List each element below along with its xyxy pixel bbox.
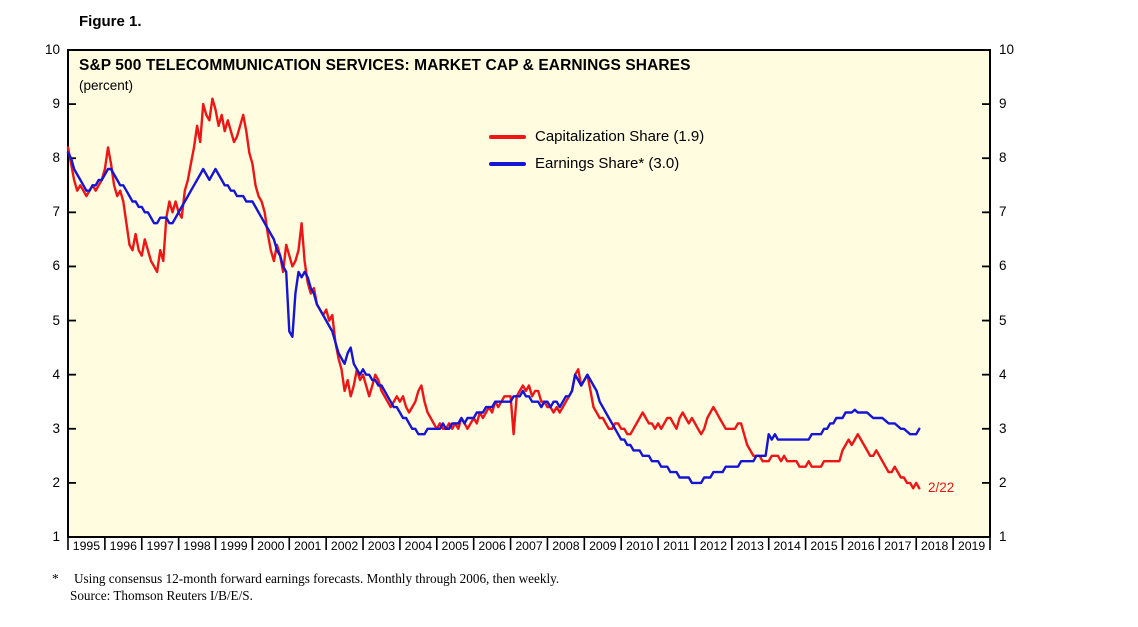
- y-axis-label-right: 4: [999, 366, 1007, 382]
- legend: Capitalization Share (1.9) Earnings Shar…: [489, 127, 704, 181]
- x-axis-label: 2006: [478, 539, 506, 553]
- x-axis-label: 1999: [220, 539, 248, 553]
- x-axis-label: 2004: [404, 539, 433, 553]
- chart-subtitle: (percent): [79, 78, 134, 93]
- x-axis-label: 1996: [109, 539, 137, 553]
- y-axis-label-left: 2: [52, 474, 60, 490]
- series-end-annotation: 2/22: [928, 480, 955, 496]
- y-axis-label-left: 3: [52, 420, 60, 436]
- y-axis-label-left: 6: [52, 258, 60, 274]
- x-axis-label: 2001: [294, 539, 322, 553]
- x-axis-label: 2003: [367, 539, 396, 553]
- x-axis-label: 2002: [330, 539, 359, 553]
- x-axis-label: 2009: [589, 539, 617, 553]
- x-axis-label: 1998: [183, 539, 211, 553]
- x-axis-label: 1997: [146, 539, 174, 553]
- y-axis-label-left: 8: [52, 150, 60, 166]
- footnote-source: Source: Thomson Reuters I/B/E/S.: [70, 587, 253, 603]
- blue-line-swatch-icon: [489, 161, 526, 166]
- x-axis-label: 2014: [773, 539, 801, 553]
- y-axis-label-right: 3: [999, 420, 1007, 436]
- x-axis-label: 1995: [72, 539, 101, 553]
- x-axis-label: 2019: [957, 539, 986, 553]
- footnote-asterisk: *: [52, 571, 59, 586]
- y-axis-label-left: 9: [52, 96, 60, 112]
- x-axis-label: 2011: [663, 539, 690, 553]
- x-axis-label: 2015: [810, 539, 838, 553]
- x-axis-label: 2008: [552, 539, 580, 553]
- footnote-line-1: * Using consensus 12-month forward earnin…: [48, 571, 559, 588]
- footnote: * Using consensus 12-month forward earnin…: [48, 571, 559, 604]
- y-axis-label-right: 1: [999, 529, 1007, 544]
- red-line-swatch-icon: [489, 134, 526, 139]
- x-axis-label: 2005: [441, 539, 469, 553]
- chart-title-block: S&P 500 TELECOMMUNICATION SERVICES: MARK…: [79, 57, 691, 93]
- y-axis-label-left: 5: [52, 312, 60, 328]
- x-axis-label: 2012: [699, 539, 728, 553]
- legend-label-earnings-share: Earnings Share* (3.0): [535, 155, 680, 172]
- y-axis-label-left: 10: [44, 42, 60, 57]
- y-axis-label-left: 4: [52, 366, 60, 382]
- y-axis-label-right: 2: [999, 474, 1007, 490]
- y-axis-label-left: 1: [52, 529, 60, 544]
- legend-item-capitalization-share: Capitalization Share (1.9): [489, 127, 704, 146]
- y-axis-label-right: 9: [999, 96, 1007, 112]
- y-axis-label-left: 7: [52, 204, 60, 220]
- y-axis-label-right: 5: [999, 312, 1007, 328]
- x-axis-label: 2016: [847, 539, 875, 553]
- footnote-text: Using consensus 12-month forward earning…: [74, 571, 560, 586]
- x-axis-label: 2013: [736, 539, 764, 553]
- y-axis-label-right: 10: [999, 42, 1015, 57]
- x-axis-label: 2000: [257, 539, 285, 553]
- x-axis-label: 2010: [625, 539, 654, 553]
- x-axis-label: 2017: [884, 539, 912, 553]
- chart-title: S&P 500 TELECOMMUNICATION SERVICES: MARK…: [79, 57, 691, 74]
- y-axis-label-right: 7: [999, 204, 1007, 220]
- y-axis-label-right: 8: [999, 150, 1007, 166]
- x-axis-label: 2007: [515, 539, 543, 553]
- x-axis-label: 2018: [920, 539, 949, 553]
- legend-item-earnings-share: Earnings Share* (3.0): [489, 154, 704, 173]
- legend-label-capitalization-share: Capitalization Share (1.9): [535, 128, 705, 145]
- figure-label: Figure 1.: [79, 13, 142, 30]
- y-axis-label-right: 6: [999, 258, 1007, 274]
